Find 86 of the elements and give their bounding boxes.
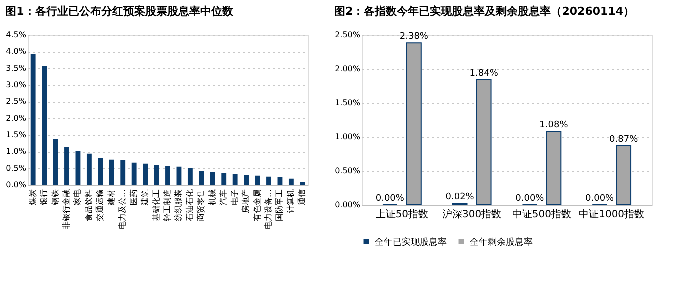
x-tick-label: 银行 [40, 190, 49, 206]
x-tick-label: 上证50指数 [376, 208, 429, 220]
x-tick-label: 非银行金融 [62, 190, 71, 230]
bar [76, 152, 81, 186]
data-label: 0.02% [446, 192, 475, 203]
bar [616, 145, 632, 206]
bar [288, 178, 294, 186]
x-tick-label: 通信 [298, 190, 307, 206]
bar [176, 166, 182, 186]
bar [42, 66, 48, 186]
x-tick-label: 建材 [106, 190, 116, 206]
bar [64, 147, 70, 186]
bar [232, 174, 238, 186]
x-tick-label: 石油石化 [185, 190, 194, 222]
x-tick-label: 建筑 [140, 190, 150, 206]
x-tick-label: 国防军工 [275, 190, 284, 222]
x-tick-label: 交通运输 [96, 190, 105, 222]
bar [98, 158, 104, 186]
y-tick-label: 4.5% [6, 30, 27, 40]
bar [244, 175, 250, 186]
bar [188, 168, 193, 186]
data-label: 2.38% [400, 32, 429, 42]
bar [278, 177, 283, 186]
y-tick-label: 1.0% [6, 147, 27, 156]
chart-title: 图1：各行业已公布分红预案股票股息率中位数 [6, 5, 234, 18]
bar [266, 176, 272, 186]
x-tick-label: 沪深300指数 [442, 208, 502, 220]
bar [30, 54, 36, 186]
x-tick-label: 轻工制造 [163, 190, 172, 222]
bar [109, 160, 114, 186]
bar [154, 165, 160, 186]
data-label: 0.00% [586, 194, 615, 204]
x-tick-label: 中证1000指数 [579, 208, 645, 220]
x-tick-label: 机械 [208, 190, 217, 206]
bar [166, 166, 170, 186]
x-tick-label: 电子 [230, 190, 240, 206]
data-label: 0.00% [376, 194, 405, 204]
x-tick-label: 电力设备… [264, 190, 273, 230]
x-tick-label: 有色金属 [252, 190, 262, 222]
y-tick-label: 0.50% [335, 166, 361, 176]
bar [546, 131, 562, 206]
bar [300, 182, 306, 186]
data-label: 0.00% [516, 194, 545, 204]
bar [255, 176, 260, 186]
y-tick-label: 1.5% [6, 130, 27, 140]
y-tick-label: 0.0% [6, 180, 27, 190]
bar [210, 172, 216, 186]
y-tick-label: 3.5% [6, 64, 27, 73]
x-tick-label: 食品饮料 [84, 190, 94, 222]
y-tick-label: 1.00% [335, 132, 361, 142]
y-tick-label: 1.50% [335, 98, 361, 108]
y-tick-label: 2.50% [335, 30, 361, 40]
bar [132, 162, 137, 186]
y-tick-label: 3.0% [6, 80, 27, 90]
data-label: 1.08% [540, 120, 569, 131]
x-tick-label: 家电 [73, 190, 82, 206]
bar [476, 79, 492, 206]
x-tick-label: 医药 [129, 190, 138, 206]
bar [86, 154, 92, 186]
y-tick-label: 2.5% [6, 97, 27, 106]
bar [53, 140, 58, 186]
bar [222, 173, 227, 186]
data-label: 0.87% [610, 134, 639, 145]
x-tick-label: 计算机 [286, 190, 296, 214]
bar [199, 171, 204, 186]
x-tick-label: 基础化工 [152, 190, 161, 222]
x-tick-label: 煤炭 [28, 190, 38, 206]
x-tick-label: 钢铁 [50, 190, 60, 206]
x-tick-label: 房地产 [242, 190, 251, 214]
y-tick-label: 2.0% [6, 114, 27, 123]
bar [406, 42, 422, 206]
x-tick-label: 纺织服装 [174, 190, 184, 222]
bar [120, 160, 126, 186]
y-tick-label: 4.0% [6, 47, 27, 56]
legend-label: 全年已实现股息率 [375, 236, 447, 248]
x-tick-label: 商贸零售 [196, 190, 206, 222]
bar [143, 164, 148, 186]
chart-title: 图2：各指数今年已实现股息率及剩余股息率（20260114） [334, 5, 634, 18]
x-tick-label: 汽车 [219, 190, 228, 206]
data-label: 1.84% [470, 68, 499, 79]
x-tick-label: 中证500指数 [512, 208, 572, 220]
y-tick-label: 0.5% [6, 164, 27, 173]
x-tick-label: 电力及公… [118, 190, 128, 230]
legend-label: 全年剩余股息率 [470, 236, 533, 248]
y-tick-label: 0.00% [335, 200, 361, 210]
y-tick-label: 2.00% [335, 64, 361, 74]
